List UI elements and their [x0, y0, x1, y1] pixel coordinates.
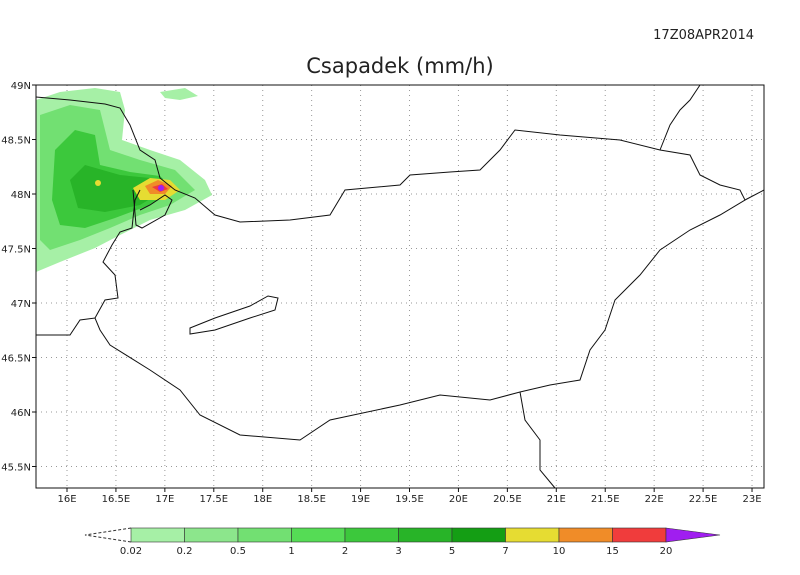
lon-label: 19E [351, 494, 370, 505]
colorbar-label: 0.5 [230, 546, 246, 557]
lat-label: 48.5N [1, 136, 31, 147]
lon-label: 20E [449, 494, 468, 505]
lon-label: 18.5E [297, 494, 326, 505]
colorbar-segment [398, 527, 453, 543]
lon-label: 22E [645, 494, 664, 505]
colorbar-under [84, 527, 132, 543]
lon-label: 19.5E [395, 494, 424, 505]
border-line [659, 84, 701, 151]
map-frame [35, 84, 765, 489]
rain-area [70, 165, 165, 212]
border-line [35, 96, 746, 441]
lon-label: 18E [253, 494, 272, 505]
border-line [519, 391, 556, 489]
lat-label: 46N [11, 408, 31, 419]
title: Csapadek (mm/h) [306, 54, 493, 78]
colorbar-label: 15 [606, 546, 619, 557]
timestamp: 17Z08APR2014 [653, 28, 754, 43]
colorbar-segment [344, 527, 399, 543]
colorbar-label: 10 [553, 546, 566, 557]
colorbar-segment [505, 527, 560, 543]
lat-label: 47N [11, 299, 31, 310]
grid [36, 85, 764, 488]
lat-label: 47.5N [1, 245, 31, 256]
precipitation [36, 88, 212, 272]
lon-label: 20.5E [493, 494, 522, 505]
colorbar-segment [130, 527, 185, 543]
colorbar-label: 0.2 [177, 546, 193, 557]
rain-area [160, 88, 198, 100]
lat-label: 48N [11, 190, 31, 201]
lon-label: 16E [57, 494, 76, 505]
colorbar-segment [184, 527, 239, 543]
colorbar-label: 0.02 [120, 546, 142, 557]
colorbar-segment [291, 527, 346, 543]
colorbar-label: 20 [660, 546, 673, 557]
rain-area [158, 185, 164, 191]
colorbar-label: 2 [342, 546, 348, 557]
colorbar-label: 3 [395, 546, 401, 557]
colorbar-label: 7 [502, 546, 508, 557]
lon-label: 21E [547, 494, 566, 505]
colorbar-label: 5 [449, 546, 455, 557]
colorbar-segment [451, 527, 506, 543]
lake [189, 295, 279, 335]
colorbar-segment [612, 527, 667, 543]
lat-label: 46.5N [1, 354, 31, 365]
lat-label: 45.5N [1, 463, 31, 474]
borders [35, 84, 765, 489]
lon-label: 23E [742, 494, 761, 505]
lon-label: 22.5E [689, 494, 718, 505]
border-line [94, 189, 141, 319]
lon-label: 16.5E [102, 494, 131, 505]
colorbar-segment [558, 527, 613, 543]
lon-label: 21.5E [591, 494, 620, 505]
border-line [132, 189, 765, 229]
lon-label: 17E [155, 494, 174, 505]
colorbar-over [665, 527, 721, 543]
rain-area [95, 180, 101, 186]
colorbar-label: 1 [288, 546, 294, 557]
lat-label: 49N [11, 81, 31, 92]
colorbar-segment [237, 527, 292, 543]
tick-labels: 49N 48.5N 48N 47.5N 47N 46.5N 46N 45.5N 16E 16.5E… [1, 81, 761, 505]
lon-label: 17.5E [199, 494, 228, 505]
colorbar: 0.02 0.2 0.5 1 2 3 5 7 10 15 20 [84, 527, 721, 557]
